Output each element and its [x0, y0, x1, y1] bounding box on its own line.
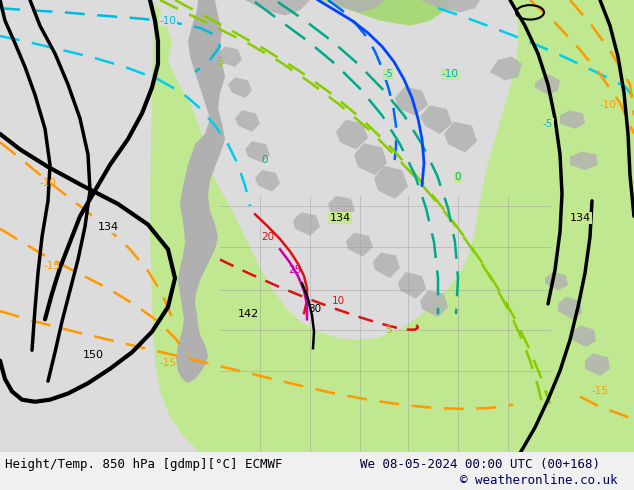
Text: We 08-05-2024 00:00 UTC (00+168): We 08-05-2024 00:00 UTC (00+168) [360, 458, 600, 471]
Text: -15: -15 [160, 358, 176, 368]
Polygon shape [395, 87, 428, 115]
Polygon shape [490, 57, 522, 80]
Polygon shape [444, 122, 477, 152]
Polygon shape [330, 0, 385, 12]
Text: 134: 134 [98, 221, 119, 232]
Polygon shape [570, 151, 598, 170]
Polygon shape [420, 105, 452, 134]
Polygon shape [585, 353, 610, 376]
Polygon shape [535, 74, 560, 95]
Polygon shape [398, 272, 426, 299]
Polygon shape [218, 47, 242, 67]
Polygon shape [245, 0, 310, 16]
Text: 5: 5 [385, 325, 391, 335]
Polygon shape [373, 252, 400, 278]
Text: -10: -10 [39, 178, 56, 188]
Polygon shape [336, 120, 368, 149]
Polygon shape [245, 141, 270, 163]
Polygon shape [420, 0, 480, 12]
Text: -15: -15 [44, 261, 60, 271]
Text: 5: 5 [217, 57, 223, 67]
Polygon shape [150, 0, 634, 453]
Text: -10: -10 [160, 16, 176, 25]
Polygon shape [228, 77, 252, 98]
Polygon shape [235, 110, 260, 132]
Text: -5: -5 [543, 119, 553, 128]
Text: 150: 150 [82, 350, 103, 360]
Polygon shape [354, 143, 387, 175]
Polygon shape [328, 196, 355, 219]
Polygon shape [346, 233, 373, 256]
Text: 134: 134 [330, 213, 351, 223]
Text: 0: 0 [455, 172, 462, 182]
Text: 10: 10 [332, 296, 344, 306]
Polygon shape [560, 110, 585, 129]
Polygon shape [420, 291, 448, 318]
Polygon shape [320, 0, 450, 26]
Text: 0: 0 [262, 155, 268, 165]
Text: 30: 30 [308, 304, 321, 314]
Text: -15: -15 [592, 387, 609, 396]
Polygon shape [255, 170, 280, 192]
Polygon shape [293, 212, 320, 236]
Text: © weatheronline.co.uk: © weatheronline.co.uk [460, 474, 618, 488]
Text: -10: -10 [600, 100, 616, 110]
Polygon shape [176, 0, 225, 383]
Text: 142: 142 [237, 309, 259, 319]
Text: -10: -10 [441, 69, 458, 79]
Text: -5: -5 [383, 69, 393, 79]
Polygon shape [572, 325, 596, 347]
Text: 25: 25 [288, 265, 302, 275]
Text: 20: 20 [261, 232, 275, 242]
Polygon shape [374, 166, 408, 199]
Polygon shape [558, 296, 582, 319]
Polygon shape [545, 272, 568, 291]
Text: Height/Temp. 850 hPa [gdmp][°C] ECMWF: Height/Temp. 850 hPa [gdmp][°C] ECMWF [5, 458, 283, 471]
Text: 134: 134 [569, 213, 590, 223]
